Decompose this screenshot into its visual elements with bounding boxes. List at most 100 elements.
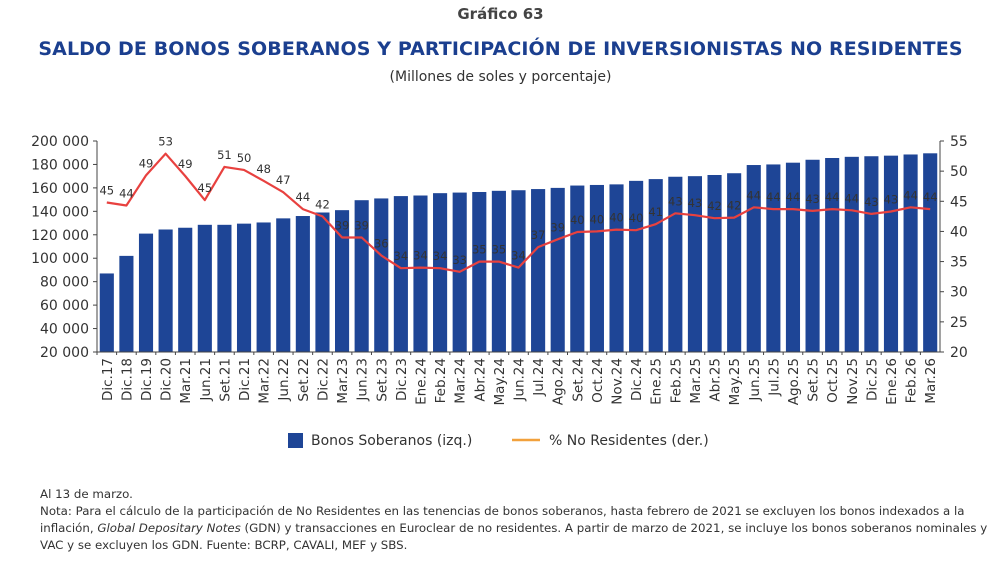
x-tick-label: Set.23 bbox=[374, 358, 390, 402]
bar bbox=[903, 154, 918, 352]
line-data-label: 44 bbox=[786, 190, 801, 204]
combo-chart: 20 000 40 000 60 000 80 000 100 000 120 000 14… bbox=[31, 134, 968, 449]
bar bbox=[217, 224, 232, 352]
right-axis: 20 25 30 35 40 45 50 55 bbox=[939, 134, 968, 361]
figure-label: Gráfico 63 bbox=[457, 5, 544, 23]
legend-bars-label: Bonos Soberanos (izq.) bbox=[311, 433, 472, 449]
notes: Al 13 de marzo. Nota: Para el cálculo de… bbox=[40, 486, 990, 554]
bar bbox=[531, 189, 546, 352]
line-data-label: 40 bbox=[590, 212, 605, 226]
bar bbox=[609, 184, 624, 352]
line-data-label: 43 bbox=[688, 196, 703, 210]
x-tick-label: Dic.23 bbox=[394, 358, 410, 401]
x-tick-label: Dic.21 bbox=[237, 358, 253, 401]
line-data-label: 44 bbox=[119, 187, 134, 201]
line-data-label: 35 bbox=[472, 243, 487, 257]
x-tick-label: Dic.22 bbox=[315, 358, 331, 401]
right-tick-label: 50 bbox=[950, 164, 968, 180]
left-tick-label: 40 000 bbox=[40, 322, 89, 338]
bar bbox=[707, 174, 722, 352]
notes-date: Al 13 de marzo. bbox=[40, 487, 133, 501]
line-data-label: 40 bbox=[609, 211, 624, 225]
bar bbox=[923, 153, 938, 352]
line-data-label: 48 bbox=[256, 162, 271, 176]
legend-bar-swatch bbox=[288, 433, 303, 448]
bar bbox=[883, 155, 899, 352]
line-data-label: 44 bbox=[825, 190, 840, 204]
bar bbox=[315, 212, 330, 352]
bar bbox=[276, 218, 291, 352]
bar bbox=[472, 191, 487, 352]
line-data-label: 44 bbox=[844, 191, 859, 205]
x-tick-label: Dic.20 bbox=[159, 358, 175, 401]
line-data-label: 42 bbox=[727, 199, 742, 213]
x-tick-label: Ago.25 bbox=[786, 358, 802, 405]
bar bbox=[805, 159, 820, 352]
bar bbox=[687, 176, 702, 352]
right-tick-label: 30 bbox=[950, 285, 968, 301]
line-data-label: 40 bbox=[629, 211, 644, 225]
x-tick-label: Mar.23 bbox=[335, 358, 351, 404]
line-data-label: 39 bbox=[335, 218, 350, 232]
left-tick-label: 80 000 bbox=[40, 275, 89, 291]
line-data-label: 43 bbox=[668, 194, 683, 208]
x-tick-label: Set.21 bbox=[217, 358, 233, 402]
bar bbox=[433, 193, 448, 352]
right-tick-label: 20 bbox=[950, 345, 968, 361]
line-data-label: 39 bbox=[354, 218, 369, 232]
left-tick-label: 180 000 bbox=[31, 157, 89, 173]
x-axis: Dic.17 Dic.18 Dic.19 Dic.20 Mar.21 Jun.21 Set.… bbox=[96, 351, 940, 405]
bars-group bbox=[99, 153, 938, 352]
bar bbox=[844, 156, 859, 352]
line-data-label: 36 bbox=[374, 237, 389, 251]
chart-title: SALDO DE BONOS SOBERANOS Y PARTICIPACIÓN… bbox=[38, 38, 963, 60]
bar bbox=[491, 190, 506, 352]
notes-text: Nota: Para el cálculo de la participació… bbox=[40, 503, 990, 554]
line-data-label: 43 bbox=[864, 195, 879, 209]
right-tick-label: 40 bbox=[950, 224, 968, 240]
x-tick-label: Nov.25 bbox=[845, 358, 861, 405]
line-data-label: 42 bbox=[707, 199, 722, 213]
x-tick-label: Dic.19 bbox=[139, 358, 155, 401]
bar bbox=[236, 223, 252, 352]
left-tick-label: 140 000 bbox=[31, 204, 89, 220]
x-tick-label: Set.22 bbox=[296, 358, 312, 402]
line-data-label: 43 bbox=[805, 192, 820, 206]
chart-subtitle: (Millones de soles y porcentaje) bbox=[389, 69, 612, 85]
bar bbox=[99, 273, 114, 352]
x-tick-label: Mar.25 bbox=[688, 358, 704, 404]
x-tick-label: Nov.24 bbox=[610, 358, 626, 405]
x-tick-label: Mar.24 bbox=[453, 358, 469, 404]
x-tick-label: Jun.22 bbox=[276, 358, 292, 402]
bar bbox=[766, 164, 781, 352]
x-tick-label: May.25 bbox=[727, 358, 743, 405]
left-axis: 20 000 40 000 60 000 80 000 100 000 120 000 14… bbox=[31, 134, 98, 361]
bar bbox=[158, 229, 173, 352]
bar bbox=[178, 227, 193, 352]
bar bbox=[197, 224, 212, 352]
x-tick-label: Jun.24 bbox=[512, 358, 528, 402]
x-tick-label: Set.24 bbox=[570, 358, 586, 402]
line-data-label: 50 bbox=[237, 151, 252, 165]
line-data-label: 49 bbox=[178, 157, 193, 171]
x-tick-label: Feb.25 bbox=[668, 358, 684, 403]
left-tick-label: 160 000 bbox=[31, 181, 89, 197]
no-residentes-line bbox=[106, 152, 931, 273]
x-tick-label: Ene.26 bbox=[884, 358, 900, 405]
left-tick-label: 20 000 bbox=[40, 345, 89, 361]
x-tick-label: Jun.21 bbox=[198, 358, 214, 402]
line-data-label: 34 bbox=[511, 249, 526, 263]
line-data-label: 45 bbox=[99, 183, 114, 197]
x-tick-label: Oct.24 bbox=[590, 358, 606, 403]
line-data-label: 47 bbox=[276, 173, 291, 187]
x-tick-label: Dic.25 bbox=[864, 358, 880, 401]
x-tick-label: Oct.25 bbox=[825, 358, 841, 403]
legend-line-label: % No Residentes (der.) bbox=[549, 433, 709, 449]
line-data-label: 44 bbox=[923, 190, 938, 204]
bar bbox=[825, 157, 840, 352]
x-tick-label: Feb.24 bbox=[433, 358, 449, 403]
x-tick-label: Mar.26 bbox=[923, 358, 939, 404]
line-data-label: 44 bbox=[746, 188, 761, 202]
bar bbox=[335, 210, 350, 352]
line-data-label: 35 bbox=[492, 243, 507, 257]
